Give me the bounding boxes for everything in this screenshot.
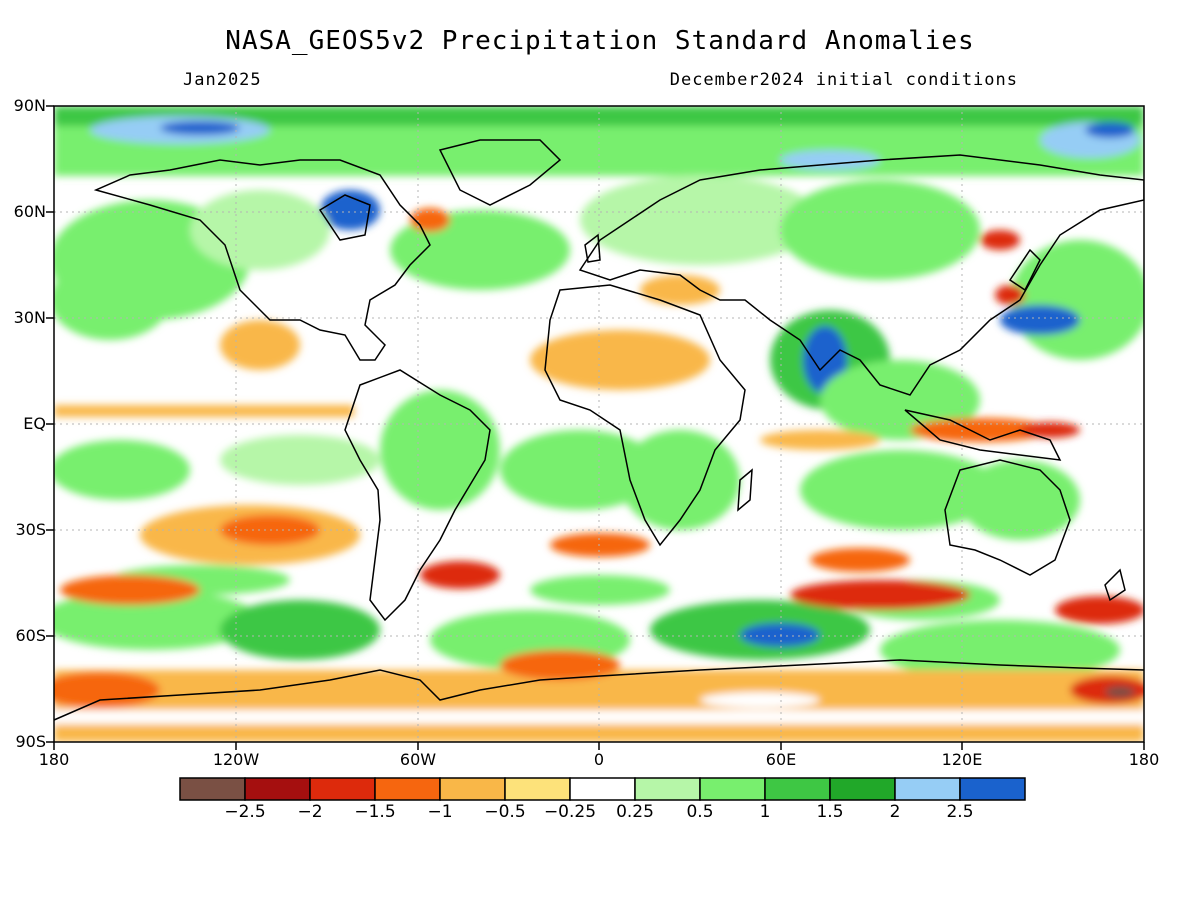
axis-ticks — [46, 105, 1145, 750]
coastlines — [54, 139, 1144, 721]
colorbar-label: −1.5 — [354, 802, 396, 822]
colorbar-label: −2 — [297, 802, 323, 822]
lat-label-eq: EQ — [23, 414, 46, 433]
lon-label-120e: 120E — [941, 750, 983, 769]
lat-label-30s: 30S — [15, 520, 46, 539]
colorbar-label: −0.5 — [484, 802, 526, 822]
colorbar-label: 2 — [889, 802, 901, 822]
lat-label-30n: 30N — [13, 308, 46, 327]
colorbar-label: −1 — [427, 802, 453, 822]
anomaly-field — [54, 106, 1144, 742]
colorbar-label: 1 — [759, 802, 771, 822]
init-conditions-label: December2024 initial conditions — [669, 70, 1018, 90]
lon-label-180e: 180 — [1128, 750, 1160, 769]
graticule — [54, 106, 1144, 742]
colorbar-label: 1.5 — [816, 802, 844, 822]
colorbar-label: 0.5 — [686, 802, 714, 822]
lon-label-180w: 180 — [38, 750, 70, 769]
colorbar-label: 0.25 — [616, 802, 654, 822]
lat-label-90s: 90S — [15, 732, 46, 751]
map-title: NASA_GEOS5v2 Precipitation Standard Anom… — [225, 26, 975, 56]
lon-label-120w: 120W — [212, 750, 260, 769]
anomaly-shading — [54, 106, 1144, 742]
lat-label-90n: 90N — [13, 96, 46, 115]
lat-label-60n: 60N — [13, 202, 46, 221]
colorbar-label: 2.5 — [946, 802, 974, 822]
lat-label-60s: 60S — [15, 626, 46, 645]
lon-label-60e: 60E — [765, 750, 797, 769]
lon-label-0: 0 — [593, 750, 605, 769]
colorbar-label: −0.25 — [543, 802, 597, 822]
valid-month-label: Jan2025 — [183, 70, 262, 90]
lon-label-60w: 60W — [399, 750, 437, 769]
colorbar-label: −2.5 — [224, 802, 266, 822]
